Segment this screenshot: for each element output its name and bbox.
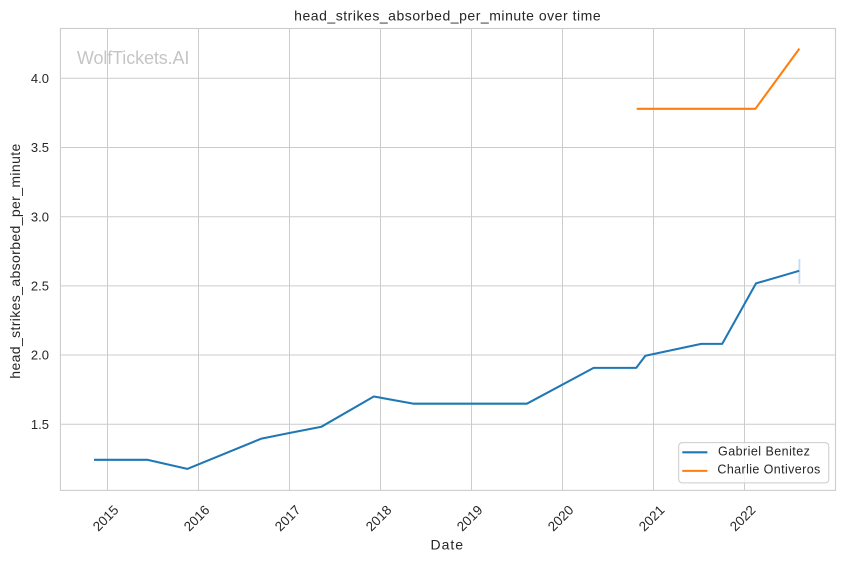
svg-text:2.5: 2.5 [31, 279, 49, 294]
svg-text:head_strikes_absorbed_per_minu: head_strikes_absorbed_per_minute [7, 143, 23, 378]
svg-text:WolfTickets.AI: WolfTickets.AI [77, 48, 189, 68]
svg-text:Date: Date [431, 537, 464, 553]
svg-text:2.0: 2.0 [31, 348, 49, 363]
svg-text:Gabriel Benitez: Gabriel Benitez [718, 445, 810, 459]
svg-text:4.0: 4.0 [31, 71, 49, 86]
svg-text:Charlie Ontiveros: Charlie Ontiveros [717, 462, 820, 476]
svg-text:1.5: 1.5 [31, 417, 49, 432]
svg-text:3.5: 3.5 [31, 140, 49, 155]
svg-text:3.0: 3.0 [31, 209, 49, 224]
svg-text:head_strikes_absorbed_per_minu: head_strikes_absorbed_per_minute over ti… [294, 7, 601, 23]
